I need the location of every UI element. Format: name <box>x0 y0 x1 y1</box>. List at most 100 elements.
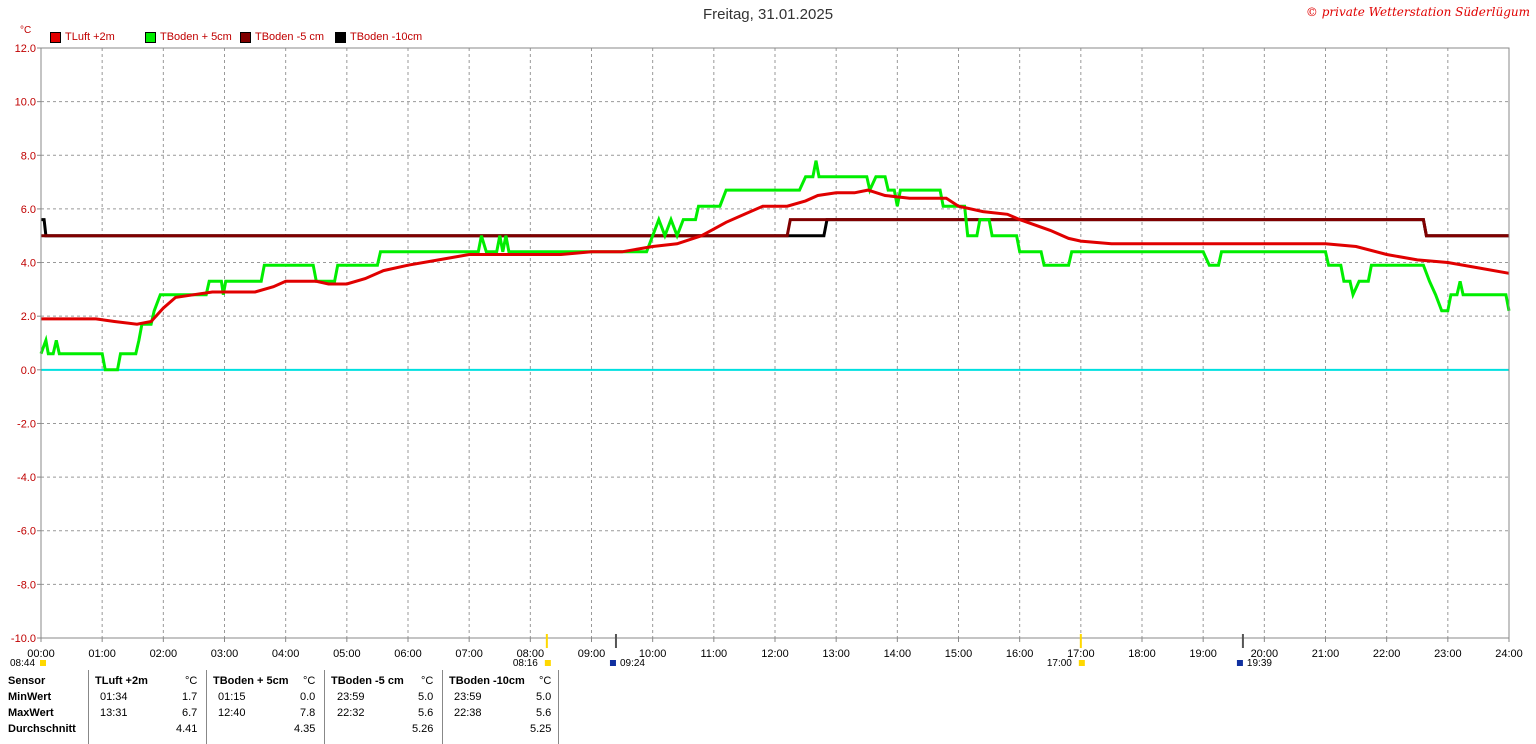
series-tboden-minus5cm-line <box>41 218 1509 238</box>
y-tick-label: -2.0 <box>17 418 36 430</box>
legend-label: TBoden + 5cm <box>160 31 232 43</box>
legend-label: TLuft +2m <box>65 31 115 43</box>
x-tick-label: 11:00 <box>700 648 727 660</box>
y-tick-label: 2.0 <box>21 311 36 323</box>
stats-cell: 01:34 <box>100 691 128 703</box>
y-tick-label: 6.0 <box>21 204 36 216</box>
stats-cell: 5.26 <box>412 723 434 735</box>
x-tick-label: 09:00 <box>578 648 606 660</box>
y-tick-label: -10.0 <box>11 633 36 645</box>
x-tick-label: 16:00 <box>1006 648 1034 660</box>
stats-cell: 12:40 <box>218 707 246 719</box>
stats-cell: 22:32 <box>337 707 365 719</box>
legend-tboden-minus10cm: TBoden -10cm <box>335 31 422 43</box>
stats-header: °C <box>185 675 198 687</box>
stats-header: TLuft +2m <box>95 675 148 687</box>
sun-marker-label: 17:00 <box>1047 658 1072 669</box>
sun-marker-icon <box>544 660 551 666</box>
sun-marker-label: 09:24 <box>620 658 645 669</box>
y-tick-label: 12.0 <box>15 43 36 55</box>
x-tick-label: 12:00 <box>761 648 789 660</box>
x-tick-label: 05:00 <box>333 648 361 660</box>
y-tick-label: 4.0 <box>21 258 36 270</box>
legend-tluft: TLuft +2m <box>50 31 115 43</box>
stats-header: TBoden + 5cm <box>213 675 289 687</box>
y-tick-label: -6.0 <box>17 526 36 538</box>
stats-row-label: MinWert <box>8 691 52 703</box>
stats-cell: 4.41 <box>176 723 198 735</box>
stats-header: °C <box>539 675 552 687</box>
stats-cell: 6.7 <box>182 707 198 719</box>
x-tick-label: 20:00 <box>1251 648 1279 660</box>
series-layer <box>39 160 1511 372</box>
legend-swatch <box>240 31 251 43</box>
stats-header: TBoden -10cm <box>449 675 525 687</box>
x-tick-label: 22:00 <box>1373 648 1401 660</box>
legend-swatch <box>335 31 346 43</box>
x-tick-label: 08:00 <box>517 648 545 660</box>
sun-markers: 08:44 08:16 09:24 17:00 19:39 <box>10 634 1272 669</box>
y-tick-label: -8.0 <box>17 579 36 591</box>
x-tick-label: 10:00 <box>639 648 667 660</box>
x-tick-label: 18:00 <box>1128 648 1156 660</box>
stats-cell: 5.6 <box>418 707 434 719</box>
x-tick-label: 24:00 <box>1495 648 1523 660</box>
stats-cell: 5.0 <box>536 691 552 703</box>
sun-marker-icon <box>40 660 46 666</box>
sun-marker-icon <box>609 660 616 666</box>
grid <box>40 47 1510 639</box>
x-tick-label: 07:00 <box>455 648 483 660</box>
x-tick-label: 14:00 <box>884 648 912 660</box>
sun-marker-label: 08:44 <box>10 658 35 669</box>
y-tick-label: 8.0 <box>21 150 36 162</box>
stats-row-label: MaxWert <box>8 707 54 719</box>
y-tick-label: 10.0 <box>15 97 36 109</box>
legend-swatch <box>50 31 61 43</box>
sun-marker-icon <box>1236 660 1243 666</box>
x-tick-label: 02:00 <box>150 648 178 660</box>
stats-row-avg: Durchschnitt 4.41 4.35 5.26 5.25 <box>0 723 560 739</box>
stats-cell: 5.25 <box>530 723 552 735</box>
legend-label: TBoden -5 cm <box>255 31 325 43</box>
table-separator <box>324 670 325 744</box>
x-tick-label: 19:00 <box>1189 648 1217 660</box>
x-tick-label: 21:00 <box>1312 648 1340 660</box>
x-tick-label: 03:00 <box>211 648 239 660</box>
x-tick-label: 01:00 <box>88 648 116 660</box>
legend-swatch <box>145 31 156 43</box>
stats-cell: 5.0 <box>418 691 434 703</box>
stats-cell: 1.7 <box>182 691 198 703</box>
y-tick-label: 0.0 <box>21 365 36 377</box>
x-tick-label: 13:00 <box>822 648 850 660</box>
sun-marker-icon <box>1078 660 1085 666</box>
sun-marker-label: 08:16 <box>513 658 538 669</box>
x-tick-label: 00:00 <box>27 648 55 660</box>
x-axis: 00:00 01:00 02:00 03:00 04:00 05:00 06:00 07:00… <box>27 638 1523 660</box>
stats-cell: 22:38 <box>454 707 482 719</box>
x-tick-label: 06:00 <box>394 648 422 660</box>
stats-cell: 7.8 <box>300 707 316 719</box>
copyright-text: © private Wetterstation Süderlügum <box>1305 5 1530 19</box>
table-separator <box>558 670 559 744</box>
stats-header-row: Sensor TLuft +2m °C TBoden + 5cm °C TBod… <box>0 675 560 691</box>
table-separator <box>206 670 207 744</box>
stats-cell: 13:31 <box>100 707 128 719</box>
stats-cell: 23:59 <box>454 691 482 703</box>
x-tick-label: 04:00 <box>272 648 300 660</box>
stats-header: TBoden -5 cm <box>331 675 404 687</box>
stats-header: °C <box>303 675 316 687</box>
y-axis: 12.0 10.0 8.0 6.0 4.0 2.0 0.0 -2.0 -4.0 -6.0 -8.0 -… <box>11 43 41 645</box>
stats-cell: 23:59 <box>337 691 365 703</box>
legend-tboden-minus5cm: TBoden -5 cm <box>240 31 324 43</box>
x-tick-label: 17:00 <box>1067 648 1095 660</box>
table-separator <box>88 670 89 744</box>
series-tluft-line <box>41 188 1510 326</box>
stats-cell: 0.0 <box>300 691 316 703</box>
chart-title: Freitag, 31.01.2025 <box>702 6 834 23</box>
table-separator <box>442 670 443 744</box>
legend-tboden-5cm: TBoden + 5cm <box>145 31 232 43</box>
x-tick-label: 15:00 <box>945 648 973 660</box>
y-unit-label: °C <box>20 25 32 36</box>
stats-row-min: MinWert 01:34 1.7 01:15 0.0 23:59 5.0 23… <box>0 691 560 707</box>
